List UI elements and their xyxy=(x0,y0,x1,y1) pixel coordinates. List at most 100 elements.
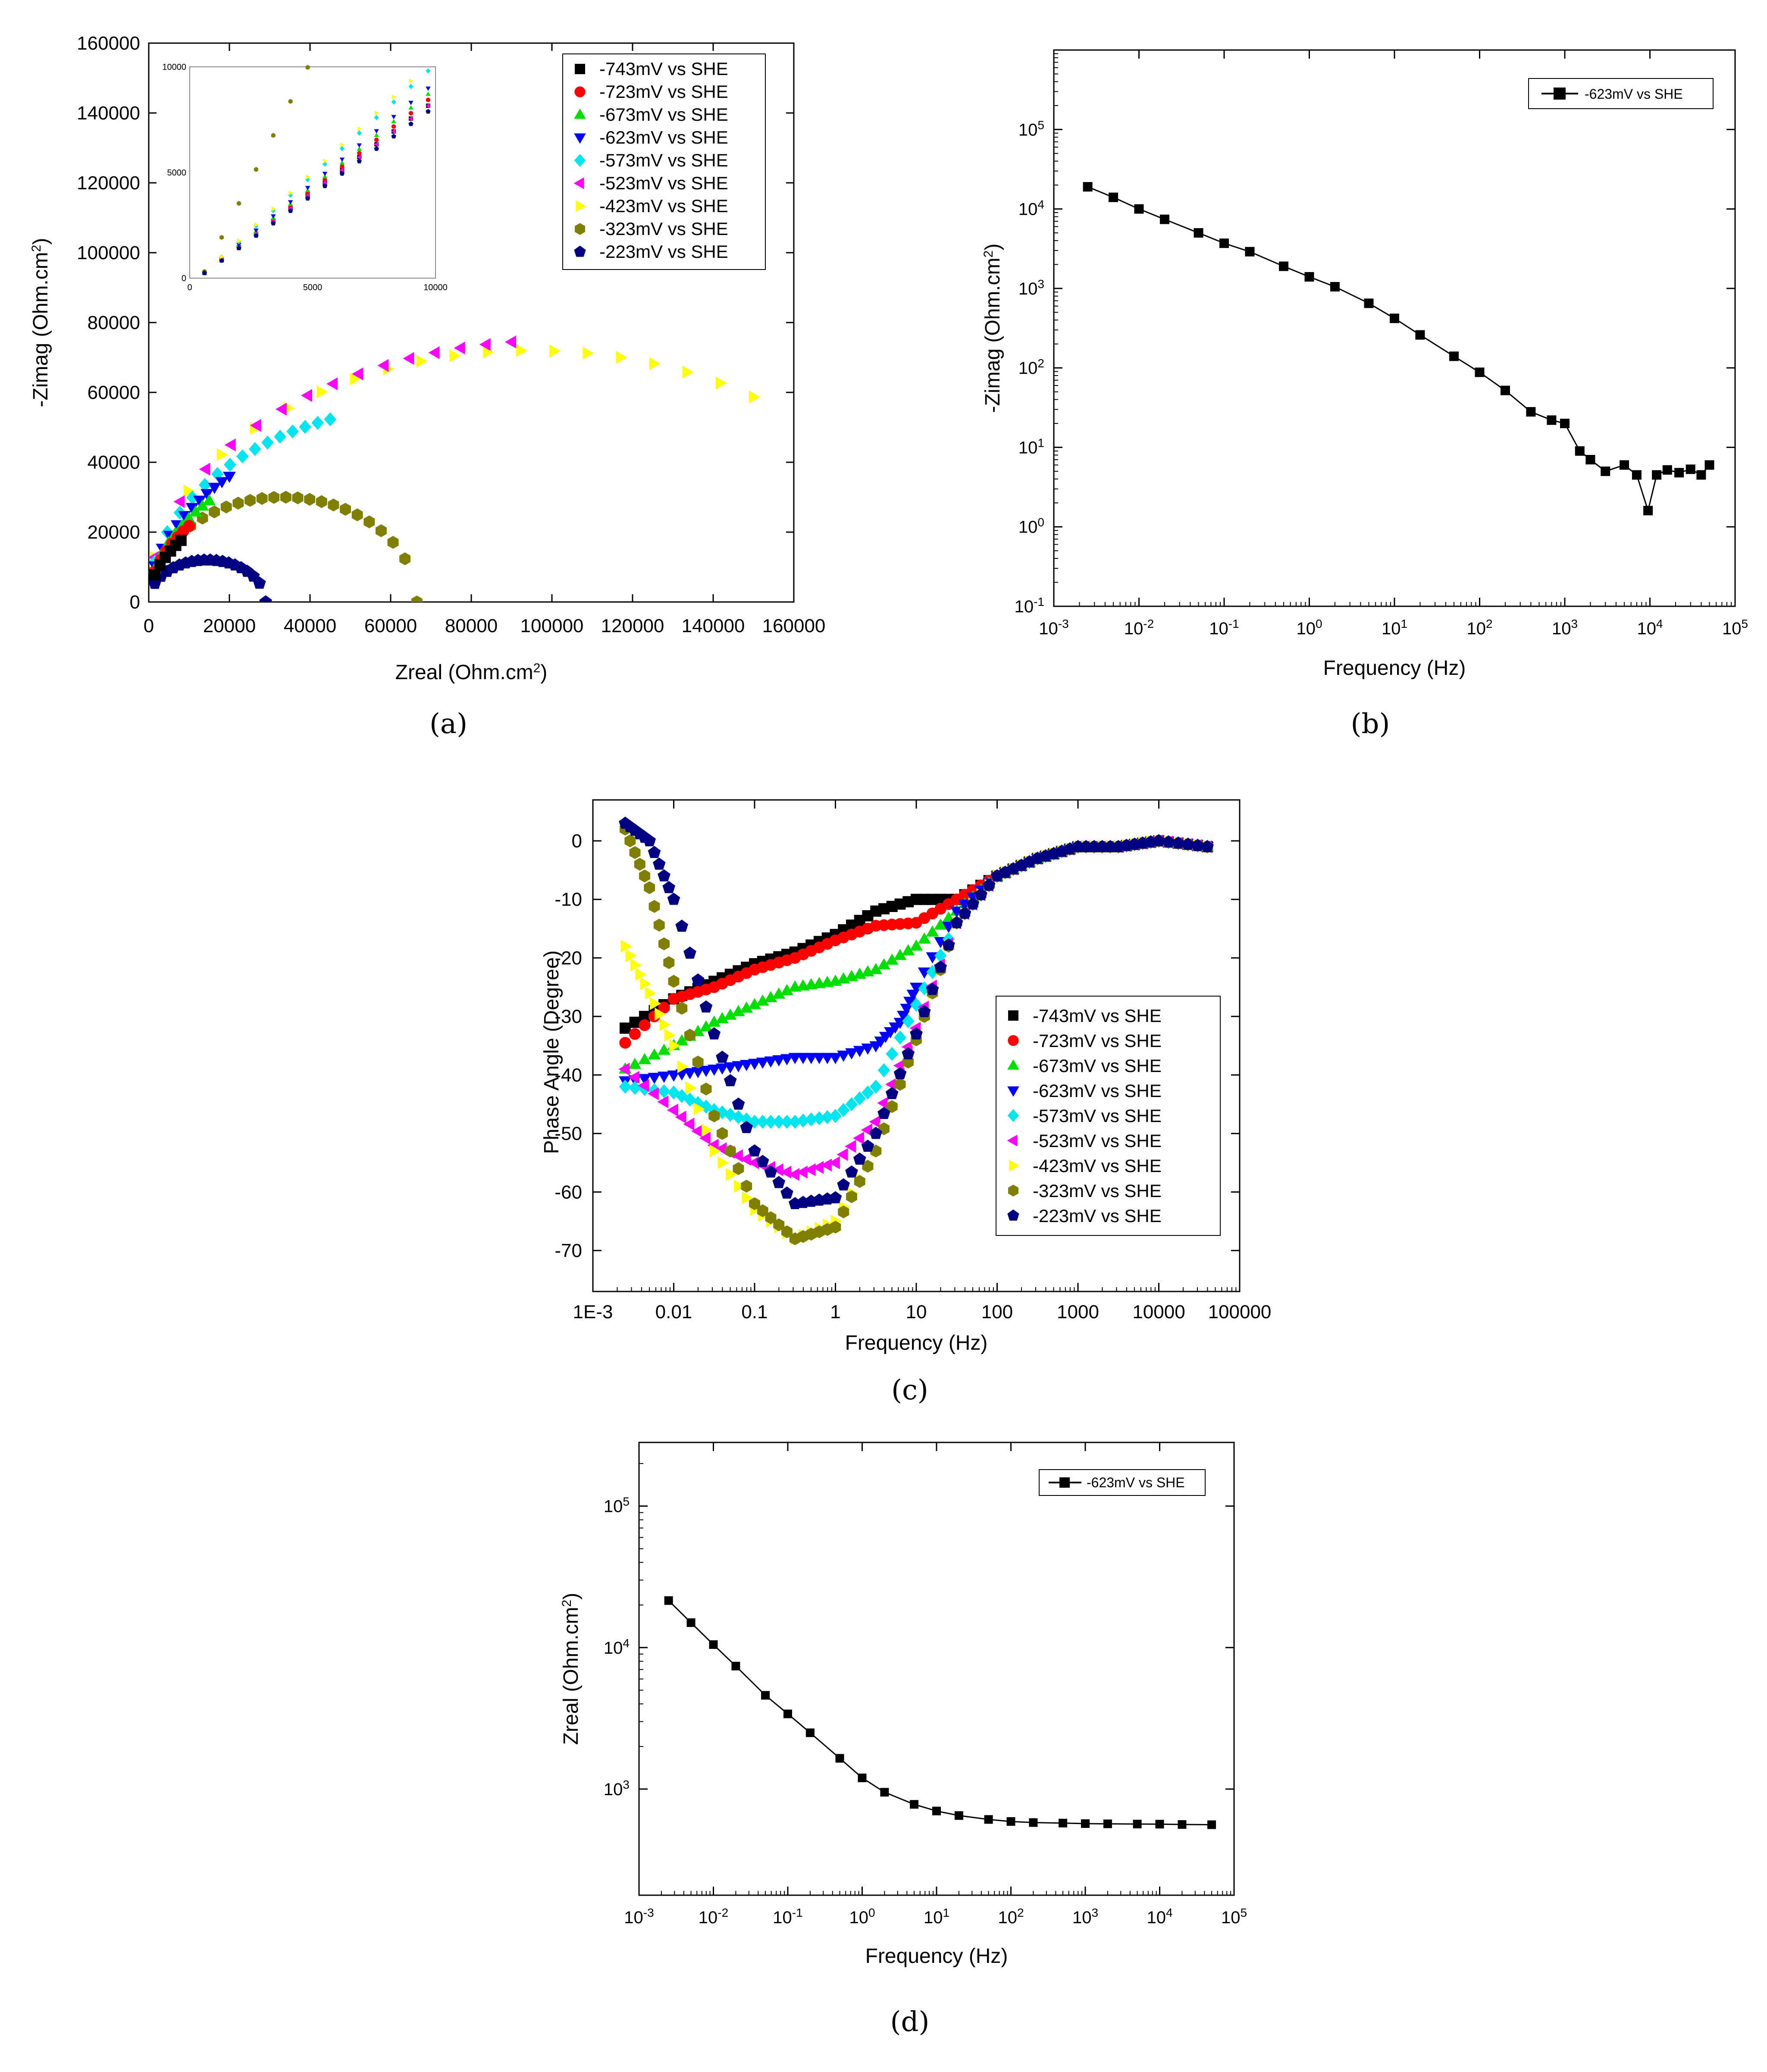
phase-point xyxy=(619,1079,632,1094)
panel-a-caption: (a) xyxy=(429,708,467,740)
phase-point xyxy=(683,1117,695,1131)
inset-point xyxy=(374,138,379,142)
nyquist-point xyxy=(583,346,594,360)
inset-point xyxy=(357,146,362,151)
inset-point xyxy=(340,164,345,169)
phase-point xyxy=(821,1158,832,1172)
x-tick-label: 10-1 xyxy=(1209,617,1239,639)
phase-point xyxy=(625,949,637,962)
x-tick-label: 1 xyxy=(830,1301,840,1323)
x-tick-label: 0.01 xyxy=(655,1301,692,1323)
phase-point xyxy=(659,1018,671,1031)
phase-point xyxy=(629,1081,641,1095)
phase-point xyxy=(813,1111,826,1125)
phase-point xyxy=(684,1028,696,1042)
panel-a-inset-frame xyxy=(189,66,436,279)
phase-point xyxy=(740,1001,753,1013)
series-point xyxy=(761,1691,770,1700)
inset-point xyxy=(425,103,430,108)
phase-point xyxy=(845,1097,858,1111)
series-point xyxy=(1415,330,1425,340)
nyquist-point xyxy=(351,508,363,521)
inset-point xyxy=(322,172,328,176)
phase-point xyxy=(724,1008,737,1020)
legend-marker xyxy=(574,154,586,167)
inset-point xyxy=(391,124,396,129)
inset-point xyxy=(339,171,345,176)
series-point xyxy=(1500,386,1510,395)
legend-marker xyxy=(1007,1135,1018,1147)
phase-point xyxy=(830,1220,841,1234)
nyquist-point xyxy=(223,472,236,483)
y-tick-label: 104 xyxy=(604,1636,630,1658)
inset-point xyxy=(374,146,379,151)
phase-point xyxy=(796,1053,810,1064)
panel-b-series xyxy=(1083,182,1714,516)
phase-point xyxy=(805,1053,818,1064)
legend-marker xyxy=(1008,1010,1018,1021)
phase-point xyxy=(886,1100,898,1113)
nyquist-point xyxy=(375,524,387,537)
series-point xyxy=(1652,470,1662,480)
phase-point xyxy=(966,897,980,910)
panel-d-legend-label: -623mV vs SHE xyxy=(1087,1475,1185,1490)
phase-point xyxy=(845,1140,856,1153)
phase-point xyxy=(772,1175,786,1188)
phase-point xyxy=(788,1168,800,1181)
legend-label: -723mV vs SHE xyxy=(1033,1031,1162,1051)
phase-point xyxy=(732,1097,745,1110)
x-tick-label: 100000 xyxy=(1208,1301,1272,1323)
phase-point xyxy=(667,1103,678,1117)
phase-point xyxy=(699,1066,713,1077)
series-point xyxy=(1194,228,1203,238)
phase-point xyxy=(648,1072,661,1084)
series-point xyxy=(954,1811,963,1820)
series-point xyxy=(1081,1819,1090,1828)
legend-marker xyxy=(1008,1185,1018,1197)
series-point xyxy=(1632,470,1642,480)
phase-point xyxy=(717,1156,729,1169)
nyquist-point xyxy=(259,595,272,602)
series-point xyxy=(1207,1820,1216,1829)
nyquist-point xyxy=(504,335,516,348)
series-point xyxy=(1696,470,1706,480)
nyquist-point xyxy=(649,357,661,370)
phase-point xyxy=(829,1053,842,1064)
nyquist-point xyxy=(193,495,206,507)
x-tick-label: 104 xyxy=(1637,617,1663,639)
phase-point xyxy=(862,1085,874,1100)
phase-point xyxy=(1201,840,1214,853)
phase-point xyxy=(675,1110,686,1124)
panel-a-y-axis-label: -Zimag (Ohm.cm2) xyxy=(29,238,53,408)
nyquist-point xyxy=(416,354,428,368)
series-point xyxy=(731,1661,740,1671)
y-tick-label: 80000 xyxy=(88,312,140,333)
phase-point xyxy=(741,1179,752,1193)
panel-c-points xyxy=(618,816,1214,1245)
series-point xyxy=(1304,272,1314,282)
phase-point xyxy=(894,1078,906,1091)
phase-point xyxy=(702,1123,713,1137)
phase-point xyxy=(788,1053,802,1064)
inset-point xyxy=(374,132,379,137)
phase-point xyxy=(812,1161,824,1174)
phase-point xyxy=(780,1115,793,1129)
phase-point xyxy=(691,1067,705,1078)
series-point xyxy=(858,1773,867,1782)
x-tick-label: 1000 xyxy=(1057,1301,1099,1323)
phase-point xyxy=(1152,834,1165,846)
inset-point xyxy=(426,68,431,74)
panel-b: 10-3 10-2 10-1 100 101 102 103 104 105 10-1 100 101… xyxy=(981,49,1748,740)
phase-point xyxy=(846,1190,857,1204)
nyquist-point xyxy=(549,344,561,357)
panel-d-x-axis-label: Frequency (Hz) xyxy=(865,1945,1008,1968)
nyquist-point xyxy=(387,536,399,549)
inset-point xyxy=(305,186,310,191)
nyquist-point xyxy=(311,416,324,430)
phase-point xyxy=(739,1153,751,1166)
phase-point xyxy=(685,1081,697,1094)
phase-point xyxy=(926,983,939,995)
legend-marker xyxy=(574,133,586,144)
nyquist-point xyxy=(340,503,351,516)
y-tick-label: 101 xyxy=(1018,436,1044,458)
